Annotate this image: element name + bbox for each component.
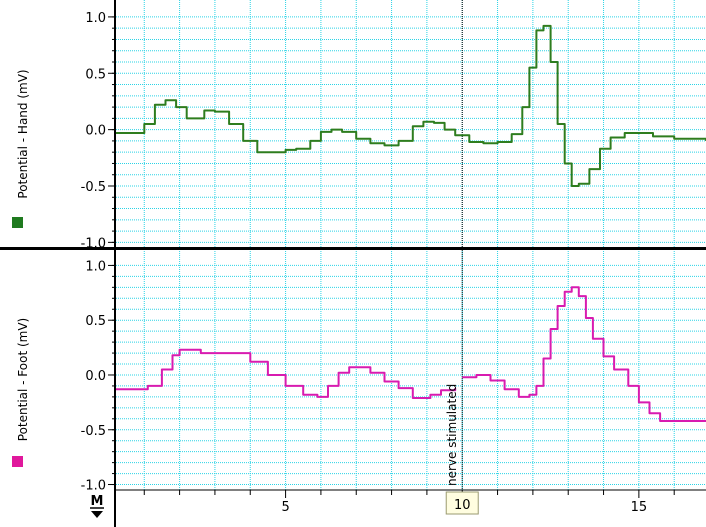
data-line (462, 286, 706, 422)
label-area (0, 0, 114, 490)
grid (116, 0, 706, 490)
y-tick-label: -0.5 (81, 424, 106, 439)
cursor-value-label: 10 (454, 498, 471, 513)
series-layer (116, 24, 706, 422)
y-tick-label: 1.0 (85, 11, 106, 26)
x-tick-label: 15 (631, 500, 648, 515)
x-axis-menu-button[interactable]: M (91, 494, 104, 509)
x-tick-label: 5 (281, 500, 289, 515)
y-tick-label: -0.5 (81, 180, 106, 195)
y-tick-label: 0.5 (85, 67, 106, 82)
y-tick-label: 0.0 (85, 124, 106, 139)
tick-labels: -1.0 -0.5 0.0 0.5 1.0 -1.0 -0.5 0.0 0.5 1.0 5 10 15 M (81, 11, 648, 518)
data-line (116, 348, 457, 399)
y-tick-label: -1.0 (81, 236, 106, 251)
y-axis-label-group: Potential - Hand (mV) (16, 69, 30, 198)
y-tick-label: 0.0 (85, 369, 106, 384)
chevron-down-icon[interactable] (91, 511, 103, 518)
y-axis-label: Potential - Foot (mV) (16, 318, 30, 441)
axis-labels: Potential - Hand (mV) Potential - Foot (m… (12, 69, 459, 486)
y-tick-label: 0.5 (85, 314, 106, 329)
annotation-group: nerve stimulated (445, 384, 459, 486)
annotation-text: nerve stimulated (445, 384, 459, 486)
data-line (116, 24, 706, 187)
legend-swatch (12, 217, 23, 228)
legend-swatch (12, 456, 23, 467)
cursor-value-box[interactable] (445, 491, 479, 515)
y-axis-label: Potential - Hand (mV) (16, 69, 30, 198)
y-tick-label: 1.0 (85, 259, 106, 274)
y-axis-label-group: Potential - Foot (mV) (16, 318, 30, 441)
y-tick-label: -1.0 (81, 479, 106, 494)
